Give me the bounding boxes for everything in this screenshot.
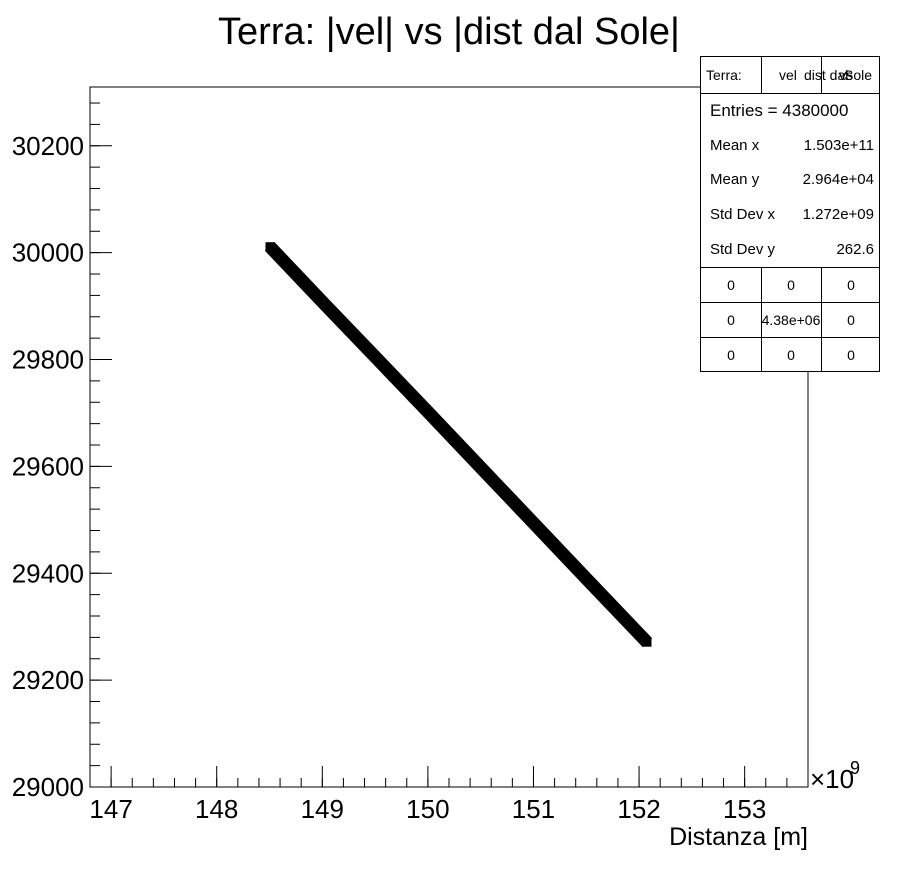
stats-header-divider [821, 57, 822, 93]
x-axis-label: Distanza [m] [669, 823, 808, 851]
data-point [643, 638, 652, 647]
data-point [318, 297, 327, 306]
data-point [529, 519, 538, 527]
stats-grid-cell: 4.38e+06 [761, 312, 821, 328]
x-tick-label: 150 [406, 794, 449, 824]
stats-overflow-grid: 0 0 0 0 4.38e+06 0 0 0 0 [701, 267, 879, 372]
stats-grid-cell: 0 [727, 277, 735, 293]
stats-grid-cell: 0 [787, 347, 795, 363]
stats-grid-divider [701, 302, 879, 303]
y-axis: 29000 29200 29400 29600 29800 30000 30200 [12, 102, 112, 802]
stats-row-label: Mean y [710, 171, 760, 188]
data-point [476, 463, 485, 472]
x-axis: 147 148 149 150 151 152 153 [89, 766, 809, 824]
x-tick-label: 147 [89, 794, 132, 824]
stats-header-var-x2: Sole [844, 67, 873, 83]
x-tick-label: 149 [301, 794, 344, 824]
stats-grid-cell: 0 [847, 312, 855, 328]
x-multiplier: ×10 [810, 764, 854, 794]
x-tick-label: 152 [617, 794, 660, 824]
data-layer [264, 241, 653, 648]
x-multiplier-exponent: 9 [850, 758, 860, 778]
stats-grid-cell: 0 [727, 312, 735, 328]
stats-header-var-y: vel [779, 67, 797, 83]
y-tick-label: 29000 [12, 772, 84, 802]
stats-row-value: 1.503e+11 [803, 137, 874, 154]
stats-row-label: Std Dev y [710, 241, 776, 258]
stats-row-label: Mean x [710, 137, 760, 154]
data-point [582, 574, 591, 583]
stats-header-vs: vs [839, 67, 853, 83]
stats-grid-divider [701, 337, 879, 338]
stats-grid-cell: 0 [727, 347, 735, 363]
data-point [265, 242, 274, 251]
x-tick-label: 151 [512, 794, 555, 824]
y-tick-label: 29400 [12, 558, 84, 588]
stats-header-var-x: dist dal [804, 67, 849, 83]
stats-grid-divider [761, 268, 762, 372]
stats-header: Terra: vel dist dal vs Sole [701, 57, 879, 94]
y-tick-label: 29800 [12, 345, 84, 375]
data-point [371, 352, 380, 361]
stats-header-name: Terra: [706, 67, 742, 83]
y-tick-label: 30200 [12, 131, 84, 161]
y-tick-label: 29200 [12, 665, 84, 695]
stats-entries-label: Entries = 4380000 [710, 101, 849, 120]
stats-grid-divider [821, 268, 822, 372]
stats-grid-cell: 0 [847, 277, 855, 293]
stats-row-value: 2.964e+04 [802, 171, 874, 188]
stats-row-value: 1.272e+09 [802, 206, 874, 223]
data-band [264, 241, 653, 648]
stats-grid-cell: 0 [847, 347, 855, 363]
stats-row-label: Std Dev x [710, 206, 776, 223]
stats-box: Terra: vel dist dal vs Sole Entries = 43… [700, 56, 880, 372]
x-tick-label: 153 [723, 794, 766, 824]
y-tick-label: 29600 [12, 451, 84, 481]
x-tick-label: 148 [195, 794, 238, 824]
stats-row-value: 262.6 [836, 241, 874, 258]
stats-grid-cell: 0 [787, 277, 795, 293]
chart-title: Terra: |vel| vs |dist dal Sole| [218, 11, 680, 53]
y-tick-label: 30000 [12, 238, 84, 268]
stats-header-divider [761, 57, 762, 93]
data-point [423, 407, 432, 416]
